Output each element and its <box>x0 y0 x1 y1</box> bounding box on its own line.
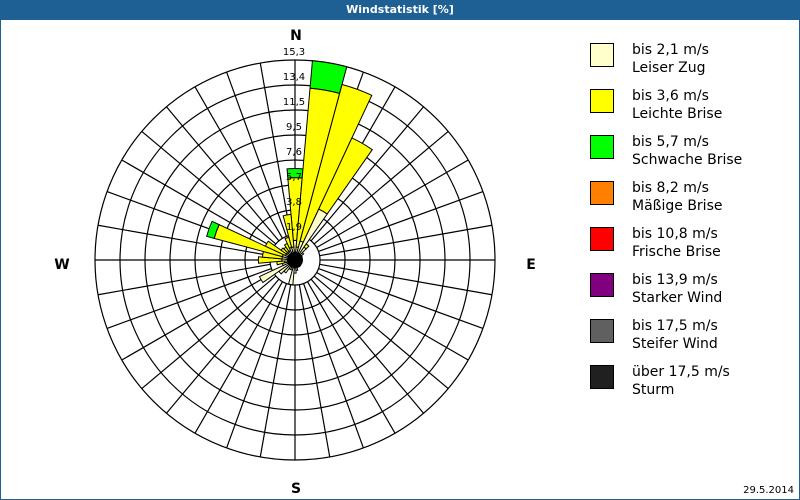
grid <box>94 59 496 461</box>
grid-spoke <box>306 281 396 434</box>
grid-spoke <box>165 278 280 414</box>
legend-name: Leichte Brise <box>632 106 723 122</box>
legend-name: Sturm <box>632 382 675 398</box>
grid-spoke <box>313 275 449 390</box>
legend-name: Schwache Brise <box>632 152 743 168</box>
grid-spoke <box>97 263 271 296</box>
grid-spoke <box>310 106 425 242</box>
bar-segment-20-1 <box>299 83 373 243</box>
grid-spoke <box>226 71 288 237</box>
grid-spoke <box>194 281 284 434</box>
legend-swatch <box>590 43 614 67</box>
grid-spoke <box>194 86 284 239</box>
legend-name: Starker Wind <box>632 290 723 306</box>
grid-spoke <box>318 267 484 329</box>
ring-label: 13,4 <box>282 72 306 83</box>
bar-segment-240-0 <box>258 259 296 284</box>
ring-label: 5,7 <box>286 172 302 183</box>
grid-spoke <box>141 275 277 390</box>
legend-name: Leiser Zug <box>632 60 706 76</box>
grid-spoke <box>316 271 469 361</box>
ring-label: 11,5 <box>282 97 306 108</box>
grid-spoke <box>298 284 331 458</box>
grid-spoke <box>302 283 364 449</box>
legend-speed: bis 5,7 m/s <box>632 134 709 150</box>
grid-spoke <box>318 191 484 253</box>
bar-segment-310-1 <box>280 247 289 255</box>
title-bar: Windstatistik [%] <box>0 0 800 20</box>
grid-spoke <box>319 263 493 296</box>
legend-speed: über 17,5 m/s <box>632 364 730 380</box>
grid-spoke <box>106 267 272 329</box>
grid-spoke <box>226 283 288 449</box>
grid-spoke <box>121 271 274 361</box>
date-label: 29.5.2014 <box>743 485 794 496</box>
legend-name: Frische Brise <box>632 244 721 260</box>
bar-segment-290-2 <box>206 220 220 239</box>
legend-speed: bis 13,9 m/s <box>632 272 718 288</box>
legend-speed: bis 2,1 m/s <box>632 42 709 58</box>
center-marker <box>287 252 303 268</box>
grid-spoke <box>259 284 292 458</box>
direction-label-w: W <box>54 257 70 273</box>
grid-spoke <box>121 159 274 249</box>
grid-spoke <box>310 278 425 414</box>
ring-label: 9,5 <box>286 122 302 133</box>
grid-spoke <box>316 159 469 249</box>
grid-spoke <box>165 106 280 242</box>
ring-label: 15,3 <box>282 47 306 58</box>
ring-label: 1,9 <box>286 222 302 233</box>
bar-segment-30-1 <box>318 137 373 215</box>
bar-segment-40-1 <box>303 243 310 250</box>
legend-speed: bis 10,8 m/s <box>632 226 718 242</box>
legend-name: Mäßige Brise <box>632 198 723 214</box>
direction-label-s: S <box>290 481 302 497</box>
legend-swatch <box>590 135 614 159</box>
legend-swatch <box>590 227 614 251</box>
legend-swatch <box>590 181 614 205</box>
legend-swatch <box>590 319 614 343</box>
legend-speed: bis 8,2 m/s <box>632 180 709 196</box>
bar-segment-350-1 <box>282 213 295 248</box>
grid-spoke <box>141 130 277 245</box>
ring-label: 7,6 <box>286 147 302 158</box>
grid-spoke <box>97 224 271 257</box>
direction-label-e: E <box>526 257 536 273</box>
ring-label: 3,8 <box>286 197 302 208</box>
legend-name: Steifer Wind <box>632 336 718 352</box>
legend-swatch <box>590 273 614 297</box>
grid-spoke <box>313 130 449 245</box>
legend-swatch <box>590 365 614 389</box>
grid-spoke <box>319 224 493 257</box>
direction-label-n: N <box>290 28 302 44</box>
bar-segment-300-1 <box>264 240 288 257</box>
legend-swatch <box>590 89 614 113</box>
legend-speed: bis 17,5 m/s <box>632 318 718 334</box>
legend-speed: bis 3,6 m/s <box>632 88 709 104</box>
bar-segment-10-2 <box>309 60 348 94</box>
grid-spoke <box>259 62 292 236</box>
